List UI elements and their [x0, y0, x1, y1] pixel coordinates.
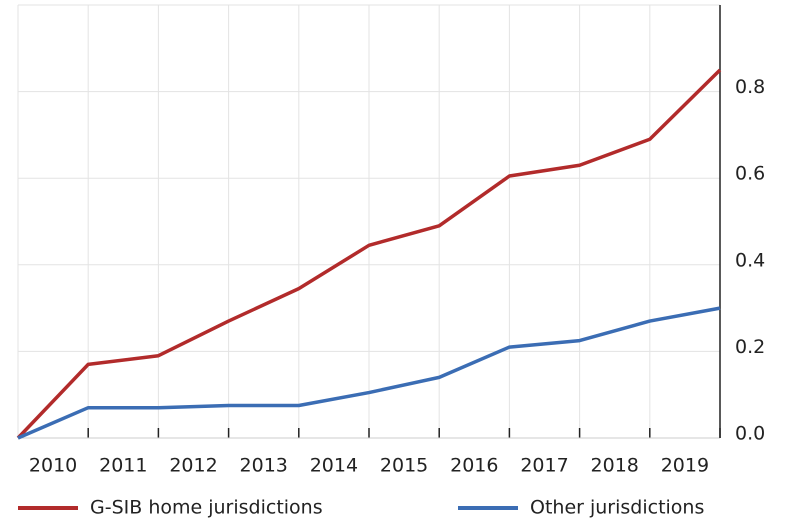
legend-label: G-SIB home jurisdictions: [90, 497, 323, 519]
x-tick-label: 2017: [520, 455, 568, 477]
y-tick-label: 0.0: [735, 423, 765, 445]
x-tick-label: 2011: [99, 455, 147, 477]
x-tick-label: 2016: [450, 455, 498, 477]
x-tick-label: 2015: [380, 455, 428, 477]
series-line: [17, 306, 721, 440]
y-tick-label: 0.8: [735, 76, 765, 98]
x-tick-label: 2018: [591, 455, 639, 477]
y-tick-label: 0.6: [735, 163, 765, 185]
x-tick-label: 2014: [310, 455, 358, 477]
y-tick-label: 0.4: [735, 249, 765, 271]
x-tick-label: 2019: [661, 455, 709, 477]
series-line: [16, 68, 722, 440]
x-tick-label: 2013: [240, 455, 288, 477]
x-tick-label: 2010: [29, 455, 77, 477]
y-tick-label: 0.2: [735, 336, 765, 358]
legend-label: Other jurisdictions: [530, 497, 704, 519]
x-tick-label: 2012: [169, 455, 217, 477]
